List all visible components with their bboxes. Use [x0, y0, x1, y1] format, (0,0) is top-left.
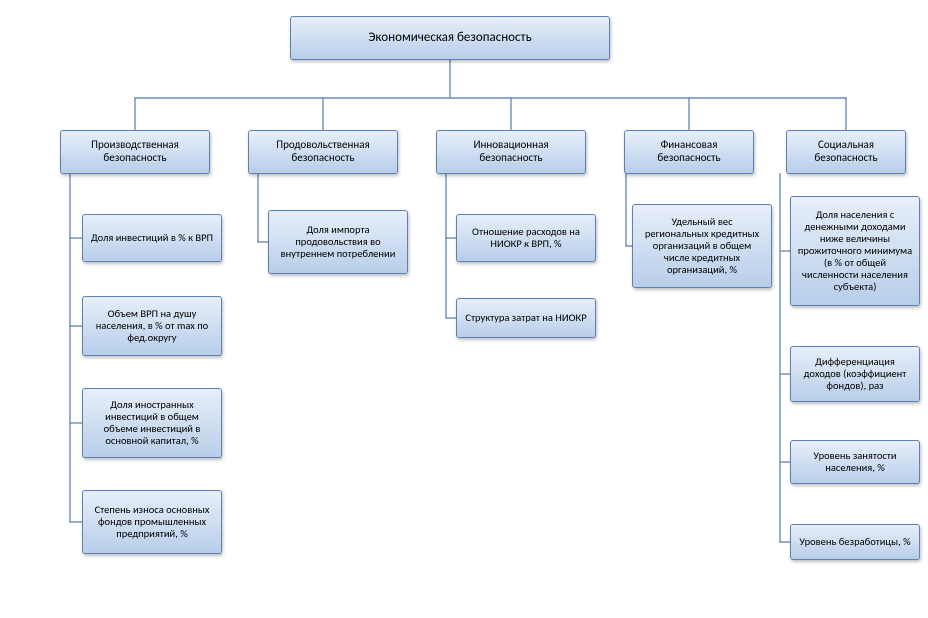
branch-node: Продовольственная безопасность [248, 130, 398, 174]
leaf-node: Доля населения с денежными доходами ниже… [790, 196, 920, 306]
branch-node: Производственная безопасность [60, 130, 210, 174]
leaf-node: Отношение расходов на НИОКР к ВРП, % [456, 214, 596, 262]
branch-node: Финансовая безопасность [624, 130, 754, 174]
leaf-node: Степень износа основных фондов промышлен… [82, 490, 222, 554]
leaf-node: Доля инвестиций в % к ВРП [82, 214, 222, 262]
leaf-node: Дифференциация доходов (коэффициент фонд… [790, 346, 920, 402]
leaf-node: Удельный вес региональных кредитных орга… [632, 204, 772, 288]
leaf-node: Уровень занятости населения, % [790, 440, 920, 484]
leaf-node: Доля иностранных инвестиций в общем объе… [82, 388, 222, 458]
root-node: Экономическая безопасность [290, 16, 610, 60]
leaf-node: Структура затрат на НИОКР [456, 298, 596, 338]
leaf-node: Уровень безработицы, % [790, 524, 920, 560]
branch-node: Инновационная безопасность [436, 130, 586, 174]
branch-node: Социальная безопасность [786, 130, 906, 174]
leaf-node: Объем ВРП на душу населения, в % от max … [82, 296, 222, 356]
org-chart: Экономическая безопасность Производственн… [0, 0, 928, 618]
leaf-node: Доля импорта продовольствия во внутренне… [268, 210, 408, 274]
